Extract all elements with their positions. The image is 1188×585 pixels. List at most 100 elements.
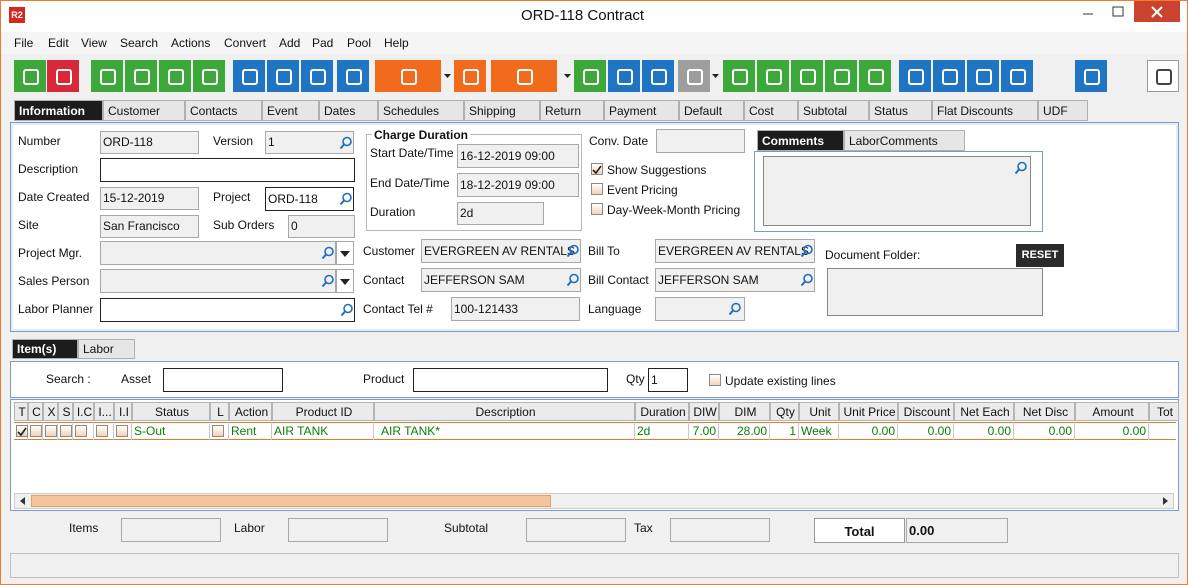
toolbar-button[interactable] xyxy=(337,60,369,92)
toolbar-button[interactable] xyxy=(14,60,46,92)
dropdown-button[interactable] xyxy=(336,241,354,265)
search-icon[interactable] xyxy=(566,273,580,287)
toolbar-button[interactable] xyxy=(967,60,999,92)
dropdown-button[interactable] xyxy=(336,269,354,293)
column-header[interactable]: Duration xyxy=(635,402,689,421)
checkbox[interactable] xyxy=(16,425,28,437)
tab[interactable]: Flat Discounts xyxy=(932,100,1038,121)
scroll-left[interactable] xyxy=(15,494,30,508)
toolbar-button[interactable] xyxy=(642,60,674,92)
column-header[interactable]: S xyxy=(58,402,73,421)
tab[interactable]: Return xyxy=(540,100,604,121)
menu-item[interactable]: File xyxy=(14,36,34,50)
search-icon[interactable] xyxy=(339,192,353,206)
scroll-right[interactable] xyxy=(1158,494,1173,508)
column-header[interactable]: X xyxy=(43,402,58,421)
tab[interactable]: Cost xyxy=(744,100,798,121)
toolbar-button[interactable] xyxy=(47,60,79,92)
toolbar-button[interactable] xyxy=(791,60,823,92)
tab[interactable]: Schedules xyxy=(378,100,464,121)
tab[interactable]: LaborComments xyxy=(844,130,965,151)
input-field[interactable]: JEFFERSON SAM xyxy=(655,268,815,292)
column-header[interactable]: DIW xyxy=(689,402,719,421)
toolbar-dropdown[interactable] xyxy=(443,60,452,92)
toolbar-button[interactable] xyxy=(933,60,965,92)
tab[interactable]: Contacts xyxy=(185,100,262,121)
toolbar-button[interactable] xyxy=(125,60,157,92)
column-header[interactable]: Action xyxy=(229,402,272,421)
checkbox[interactable] xyxy=(75,425,87,437)
input-field[interactable] xyxy=(670,518,770,542)
tab[interactable]: Comments xyxy=(757,130,844,151)
menu-item[interactable]: View xyxy=(81,36,107,50)
maximize-button[interactable] xyxy=(1103,3,1133,21)
column-header[interactable]: Net Disc xyxy=(1014,402,1075,421)
column-header[interactable]: Product ID xyxy=(272,402,374,421)
input-field[interactable]: JEFFERSON SAM xyxy=(421,268,581,292)
column-header[interactable]: I.C xyxy=(73,402,94,421)
checkbox[interactable] xyxy=(45,425,57,437)
checkbox[interactable] xyxy=(116,425,128,437)
toolbar-button[interactable] xyxy=(91,60,123,92)
input-field[interactable] xyxy=(100,298,355,322)
input-field[interactable] xyxy=(413,368,608,392)
reset-button[interactable]: RESET xyxy=(1016,244,1064,267)
toolbar-button[interactable] xyxy=(301,60,333,92)
input-field[interactable]: 100-121433 xyxy=(451,297,580,321)
column-header[interactable]: C xyxy=(28,402,43,421)
column-header[interactable]: T xyxy=(14,402,28,421)
tab[interactable]: Shipping xyxy=(464,100,540,121)
toolbar-button[interactable] xyxy=(678,60,710,92)
close-button[interactable] xyxy=(1134,1,1180,22)
checkbox[interactable] xyxy=(709,374,721,386)
toolbar-dropdown[interactable] xyxy=(563,60,572,92)
input-field[interactable]: 1 xyxy=(265,131,354,154)
search-icon[interactable] xyxy=(566,244,580,258)
toolbar-button[interactable] xyxy=(193,60,225,92)
column-header[interactable]: Net Each xyxy=(954,402,1014,421)
checkbox[interactable] xyxy=(60,425,72,437)
toolbar-button[interactable] xyxy=(1001,60,1033,92)
column-header[interactable]: I.I xyxy=(114,402,132,421)
column-header[interactable]: Tot xyxy=(1149,402,1179,421)
search-icon[interactable] xyxy=(728,302,742,316)
input-field[interactable]: 0 xyxy=(288,215,355,238)
column-header[interactable]: Qty xyxy=(770,402,799,421)
toolbar-button[interactable] xyxy=(491,60,557,92)
search-icon[interactable] xyxy=(321,246,335,260)
tab[interactable]: Status xyxy=(869,100,932,121)
tab[interactable]: Dates xyxy=(319,100,378,121)
toolbar-button[interactable] xyxy=(159,60,191,92)
menu-item[interactable]: Help xyxy=(384,36,409,50)
input-field[interactable] xyxy=(526,518,626,542)
input-field[interactable]: ORD-118 xyxy=(100,131,199,154)
menu-item[interactable]: Pad xyxy=(312,36,334,50)
menu-item[interactable]: Search xyxy=(120,36,159,50)
checkbox[interactable] xyxy=(591,163,603,175)
tab[interactable]: Payment xyxy=(604,100,679,121)
checkbox[interactable] xyxy=(591,183,603,195)
toolbar-button[interactable] xyxy=(608,60,640,92)
input-field[interactable] xyxy=(121,518,221,542)
toolbar-button[interactable] xyxy=(233,60,265,92)
column-header[interactable]: L xyxy=(210,402,229,421)
grid-row[interactable] xyxy=(14,422,1176,440)
menu-item[interactable]: Edit xyxy=(48,36,69,50)
column-header[interactable]: DIM xyxy=(719,402,770,421)
toolbar-button[interactable] xyxy=(267,60,299,92)
input-field[interactable]: 15-12-2019 xyxy=(100,187,199,210)
input-field[interactable]: 1 xyxy=(648,368,688,392)
input-field[interactable]: ORD-118 xyxy=(265,187,354,211)
tab[interactable]: Subtotal xyxy=(798,100,869,121)
search-icon[interactable] xyxy=(321,274,335,288)
input-field[interactable] xyxy=(655,297,745,321)
input-field[interactable]: EVERGREEN AV RENTALS xyxy=(655,239,815,263)
tab[interactable]: Event xyxy=(262,100,319,121)
column-header[interactable]: Discount xyxy=(898,402,954,421)
input-field[interactable] xyxy=(100,241,336,265)
input-field[interactable]: 16-12-2019 09:00 xyxy=(457,144,579,168)
input-field[interactable] xyxy=(100,269,336,293)
menu-item[interactable]: Add xyxy=(279,36,301,50)
toolbar-button[interactable] xyxy=(757,60,789,92)
tab[interactable]: UDF xyxy=(1038,100,1088,121)
